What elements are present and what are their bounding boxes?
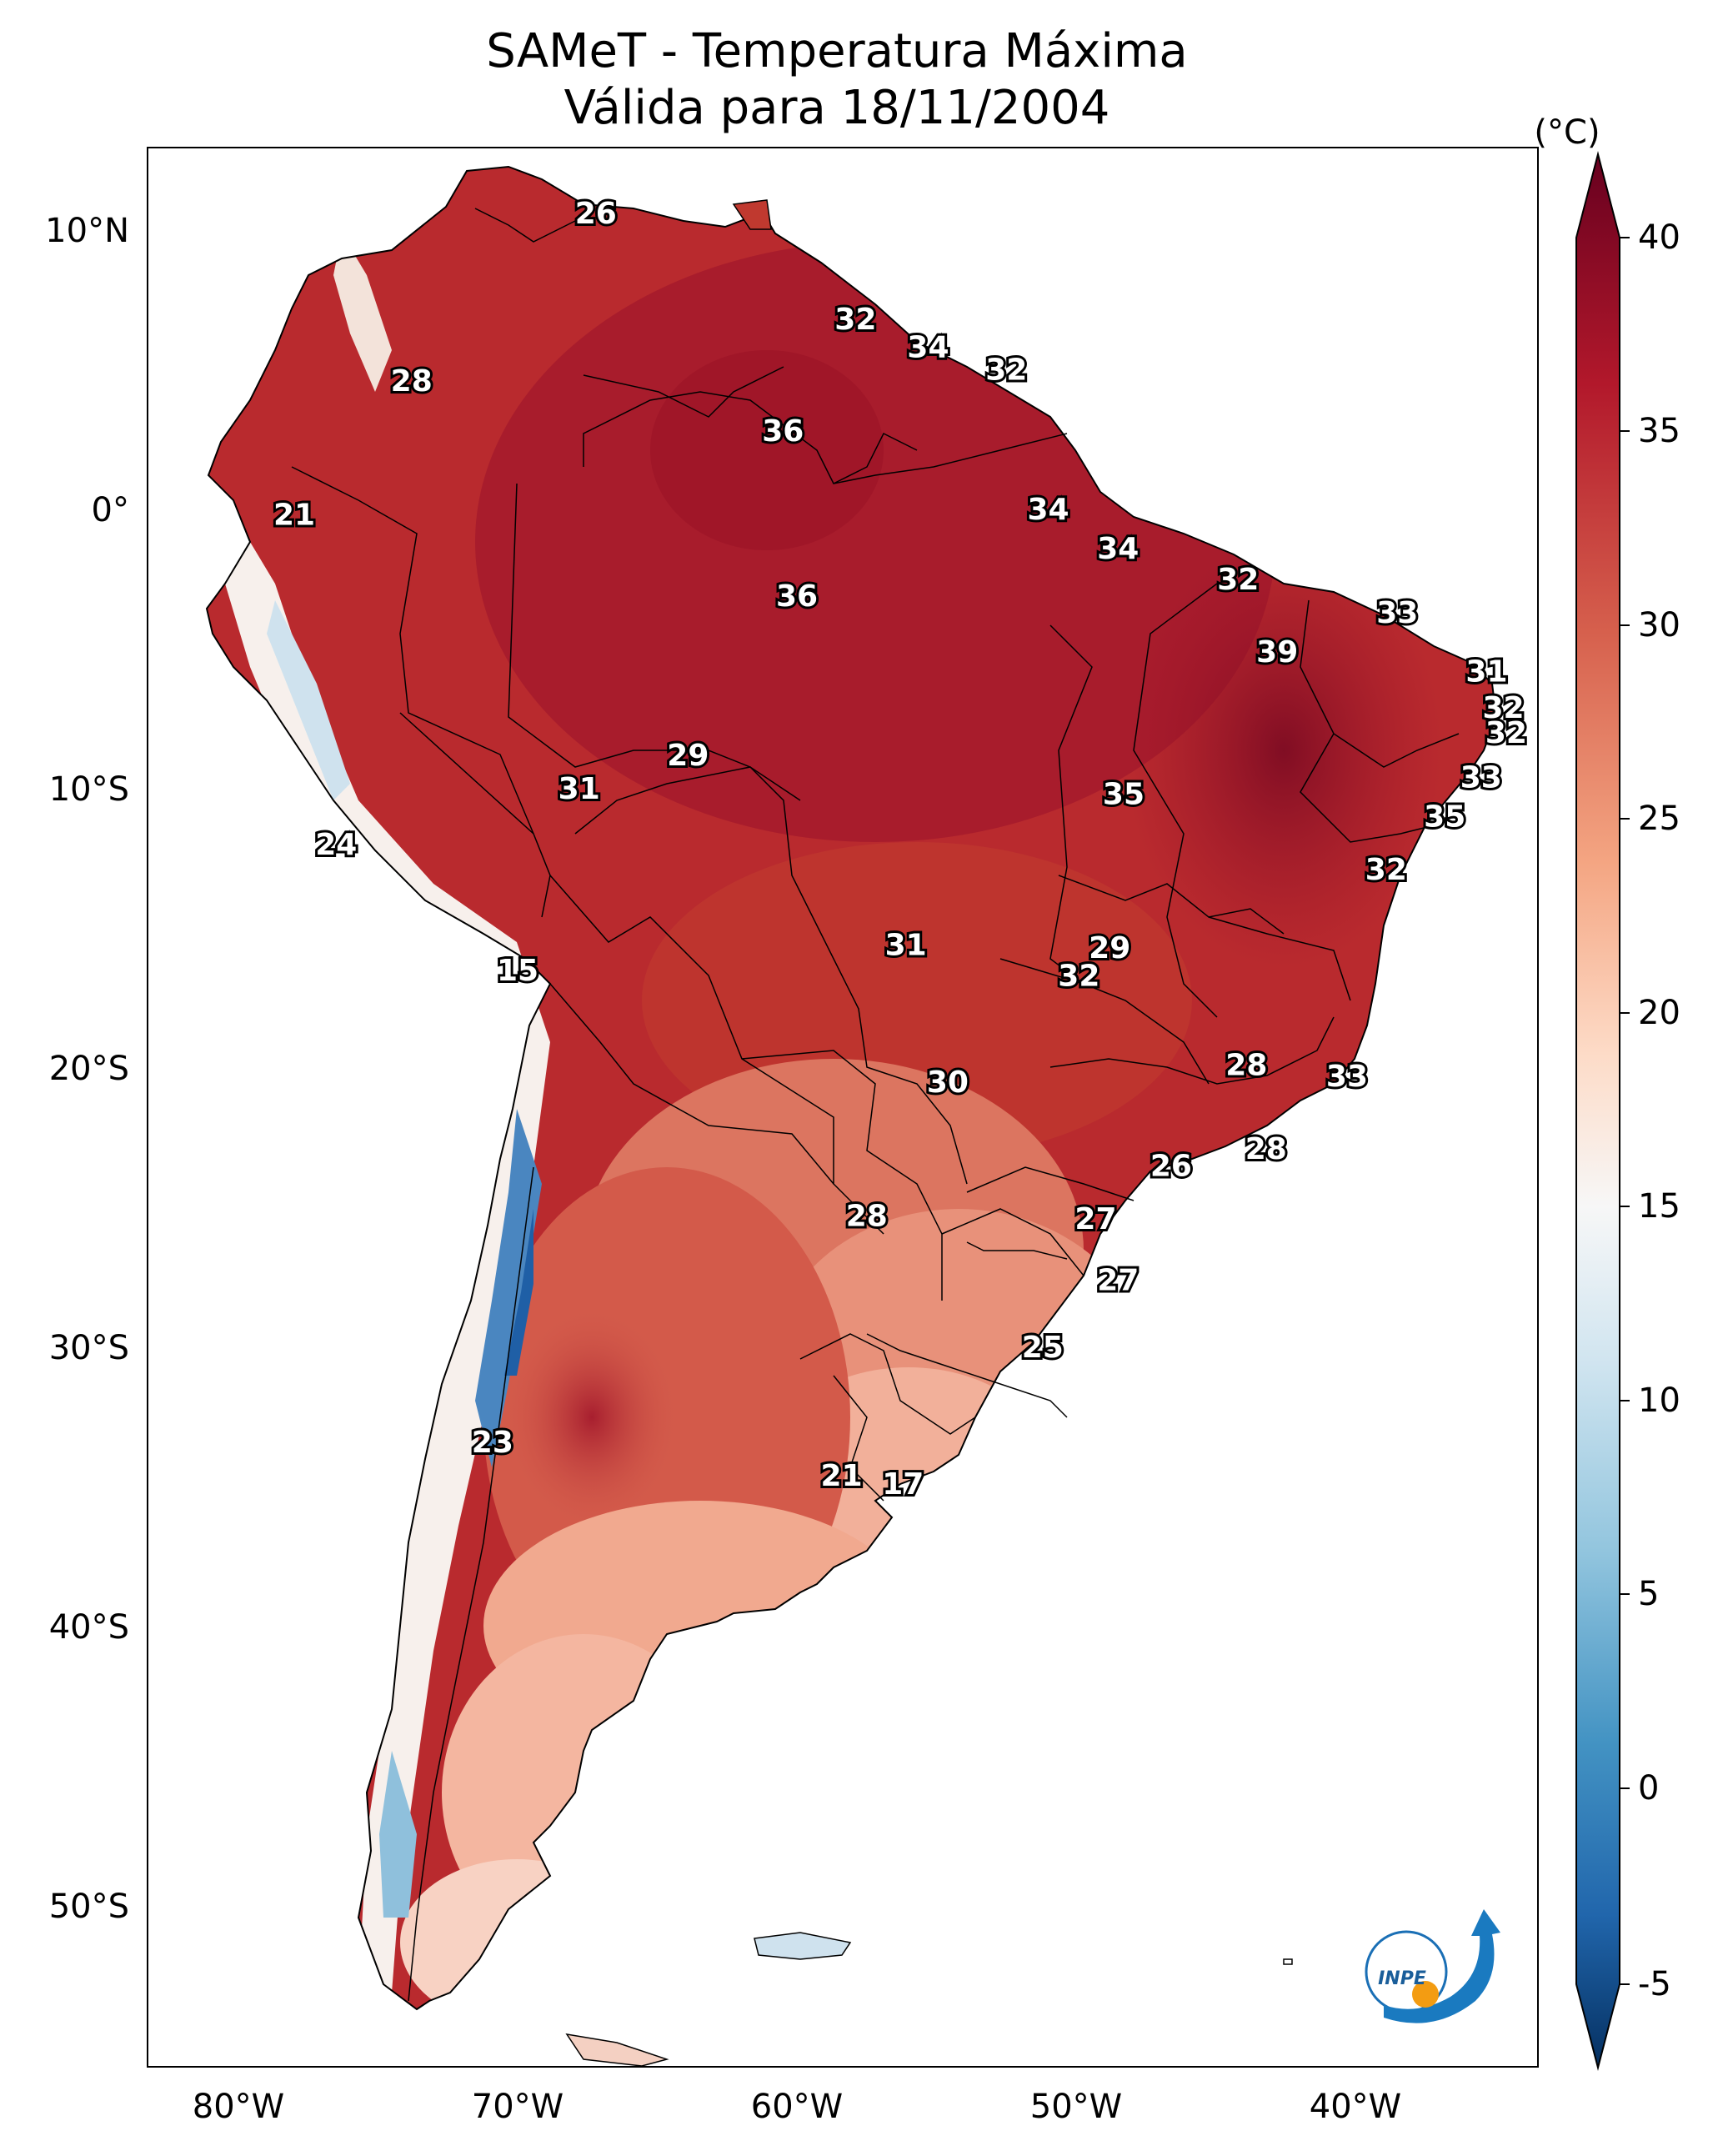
cbar-tick-5: 5: [1638, 1575, 1659, 1613]
station-label: 27: [1097, 1264, 1139, 1298]
station-label: 27: [1074, 1202, 1116, 1236]
station-label: 34: [1027, 493, 1069, 527]
inpe-logo: INPE: [1365, 1909, 1500, 2023]
station-label: 24: [315, 828, 357, 862]
station-label: 32: [1217, 563, 1259, 597]
lat-label-0: 0°: [92, 491, 129, 529]
lat-label-50s: 50°S: [49, 1888, 129, 1926]
colorbar-scale: [1575, 151, 1620, 2071]
station-label: 39: [1256, 635, 1298, 669]
station-label: 35: [1103, 778, 1144, 812]
title-line-1: SAMeT - Temperatura Máxima: [486, 24, 1188, 78]
station-label: 28: [846, 1200, 888, 1234]
cbar-tick-minus5: -5: [1638, 1965, 1671, 2003]
cbar-tick-15: 15: [1638, 1187, 1680, 1226]
station-label: 32: [1482, 691, 1524, 725]
station-label: 17: [882, 1467, 924, 1502]
station-label: 25: [1022, 1331, 1064, 1365]
lon-label-80w: 80°W: [193, 2088, 284, 2126]
colorbar: (°C) 40 35 30 25 20 15 10 5 0 -5: [1534, 113, 1680, 2071]
islands: [565, 199, 1293, 2067]
station-label: 30: [927, 1065, 969, 1100]
station-label: 28: [1225, 1049, 1267, 1083]
lat-label-30s: 30°S: [49, 1329, 129, 1367]
cbar-tick-25: 25: [1638, 800, 1680, 838]
lat-axis: 10°N 0° 10°S 20°S 30°S 40°S 50°S: [45, 212, 129, 1926]
station-label: 21: [273, 499, 315, 533]
station-label: 31: [558, 772, 600, 806]
cbar-tick-0: 0: [1638, 1769, 1659, 1808]
station-label: 15: [497, 954, 538, 988]
station-label: 32: [1485, 716, 1527, 750]
lat-label-40s: 40°S: [49, 1608, 129, 1647]
cbar-tick-30: 30: [1638, 606, 1680, 644]
cbar-tick-40: 40: [1638, 218, 1680, 257]
lon-label-40w: 40°W: [1310, 2088, 1401, 2126]
cbar-tick-35: 35: [1638, 412, 1680, 450]
lon-label-60w: 60°W: [751, 2088, 843, 2126]
lon-axis: 80°W 70°W 60°W 50°W 40°W: [193, 2088, 1401, 2126]
colorbar-unit: (°C): [1534, 113, 1600, 152]
station-label: 32: [834, 303, 876, 337]
station-label: 28: [391, 364, 433, 399]
country-borders: [291, 208, 1460, 2002]
station-label: 33: [1376, 596, 1418, 630]
station-label: 36: [776, 579, 818, 614]
station-label: 35: [1424, 800, 1465, 835]
station-label: 29: [1089, 931, 1130, 965]
title-line-2: Válida para 18/11/2004: [564, 81, 1110, 135]
station-label: 28: [1245, 1132, 1287, 1166]
station-label: 26: [1150, 1149, 1192, 1183]
station-label: 29: [667, 739, 709, 773]
station-label: 26: [575, 197, 617, 231]
station-label: 36: [762, 414, 804, 449]
station-label: 34: [907, 331, 949, 365]
lon-label-50w: 50°W: [1030, 2088, 1122, 2126]
station-label: 32: [1058, 959, 1099, 993]
cbar-tick-20: 20: [1638, 994, 1680, 1032]
inpe-logo-text: INPE: [1378, 1968, 1426, 1989]
lat-label-10s: 10°S: [49, 770, 129, 809]
cbar-tick-10: 10: [1638, 1381, 1680, 1420]
lat-label-20s: 20°S: [49, 1050, 129, 1088]
station-label: 34: [1097, 532, 1139, 566]
station-label: 33: [1326, 1060, 1368, 1094]
colorbar-ticks: 40 35 30 25 20 15 10 5 0 -5: [1620, 218, 1680, 2003]
station-label: 32: [985, 353, 1027, 388]
station-label: 23: [472, 1426, 513, 1460]
station-label: 33: [1460, 761, 1502, 795]
station-label: 31: [1465, 654, 1507, 689]
station-label: 32: [1365, 853, 1407, 887]
lon-label-70w: 70°W: [472, 2088, 563, 2126]
lat-label-10n: 10°N: [45, 212, 129, 250]
station-label: 21: [821, 1459, 863, 1493]
station-label: 31: [885, 929, 927, 963]
